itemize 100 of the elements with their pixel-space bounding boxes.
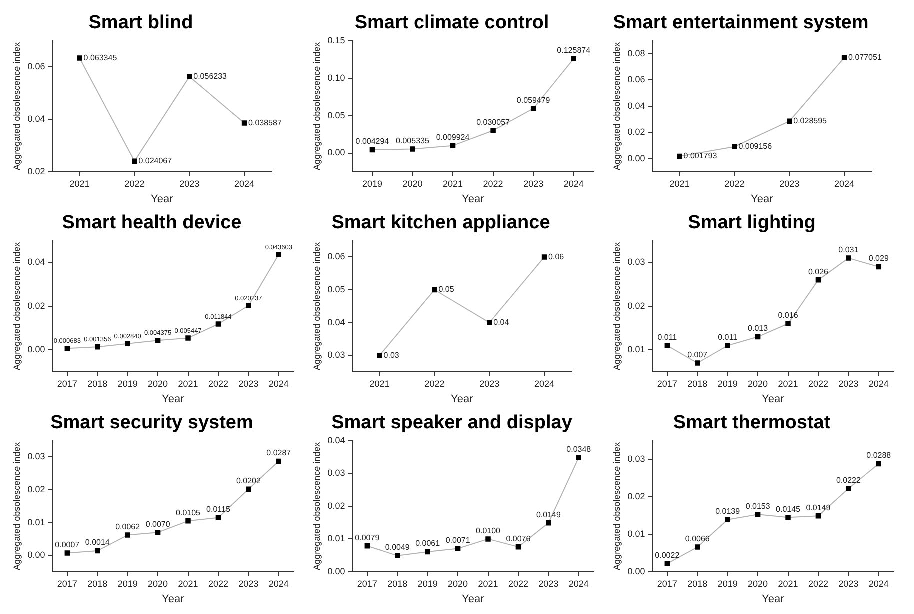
data-label: 0.0145	[776, 504, 802, 514]
x-tick-label: 2023	[838, 578, 859, 589]
data-label: 0.0202	[236, 476, 262, 486]
y-tick-label: 0.02	[28, 166, 46, 176]
point	[725, 343, 730, 348]
x-tick-label: 2023	[238, 378, 259, 389]
point	[664, 343, 670, 348]
point	[516, 544, 522, 550]
data-label: 0.0222	[836, 476, 862, 485]
y-tick-label: 0.06	[628, 74, 646, 85]
point	[125, 341, 130, 347]
x-tick-label: 2020	[148, 578, 168, 589]
y-tick-label: 0.00	[328, 566, 346, 576]
point	[732, 144, 738, 150]
y-axis-title: Aggregated obsolescence index	[12, 242, 22, 370]
y-tick-label: 0.15	[328, 35, 346, 46]
y-tick-label: 0.03	[328, 350, 346, 360]
y-tick-label: 0.04	[328, 317, 346, 328]
x-tick-label: 2022	[208, 578, 228, 589]
y-tick-label: 0.00	[28, 344, 46, 355]
point	[246, 486, 252, 492]
x-tick-label: 2021	[778, 578, 798, 589]
y-axis-title: Aggregated obsolescence index	[12, 42, 22, 170]
point	[571, 56, 576, 62]
data-label: 0.0288	[866, 451, 892, 460]
y-tick-label: 0.03	[28, 452, 46, 462]
data-label: 0.125874	[557, 46, 592, 56]
point	[695, 544, 700, 550]
point	[490, 128, 496, 134]
chart-title: Smart blind	[88, 12, 194, 34]
data-label: 0.0287	[266, 448, 292, 458]
data-label: 0.0070	[146, 520, 171, 529]
point	[876, 264, 882, 270]
y-tick-label: 0.00	[628, 153, 646, 164]
x-tick-label: 2022	[808, 378, 828, 389]
x-axis-title: Year	[162, 393, 185, 406]
x-tick-label: 2024	[568, 578, 589, 589]
x-axis-title: Year	[762, 593, 785, 606]
data-label: 0.031	[838, 245, 860, 254]
y-tick-label: 0.06	[328, 252, 346, 262]
data-label: 0.029	[868, 254, 890, 264]
data-label: 0.0066	[685, 534, 710, 544]
point	[432, 287, 438, 293]
x-axis-title: Year	[462, 193, 485, 206]
data-label: 0.0014	[85, 538, 110, 548]
x-tick-label: 2020	[448, 578, 468, 589]
x-tick-label: 2024	[268, 578, 289, 589]
x-tick-label: 2021	[478, 578, 498, 589]
point	[487, 320, 492, 326]
data-label: 0.0105	[176, 508, 202, 518]
point	[155, 530, 161, 536]
x-tick-label: 2019	[118, 578, 138, 589]
x-tick-label: 2024	[868, 378, 889, 389]
x-tick-label: 2017	[357, 578, 378, 589]
x-tick-label: 2020	[748, 578, 768, 589]
point	[530, 106, 536, 112]
x-tick-label: 2021	[178, 578, 198, 589]
x-axis-title: Year	[751, 193, 774, 206]
data-label: 0.001793	[684, 152, 718, 161]
x-tick-label: 2019	[118, 378, 138, 389]
x-tick-label: 2020	[402, 178, 423, 189]
point	[787, 118, 792, 124]
point	[695, 360, 700, 366]
data-label: 0.04	[494, 318, 510, 328]
data-label: 0.011	[658, 332, 678, 342]
chart-title: Smart lighting	[688, 212, 816, 234]
x-tick-label: 2022	[483, 178, 504, 189]
data-label: 0.009156	[738, 142, 773, 152]
data-label: 0.0348	[566, 445, 592, 454]
y-tick-label: 0.04	[328, 435, 346, 446]
data-label: 0.0153	[746, 502, 771, 511]
point	[846, 486, 852, 492]
x-tick-label: 2018	[688, 378, 708, 389]
x-axis-title: Year	[162, 593, 185, 606]
data-label: 0.0007	[55, 540, 80, 550]
x-tick-label: 2021	[70, 178, 90, 189]
data-label: 0.0100	[476, 526, 502, 536]
x-axis-title: Year	[451, 393, 474, 406]
data-label: 0.077051	[848, 52, 882, 62]
point	[455, 546, 461, 552]
point	[370, 147, 376, 153]
y-tick-label: 0.02	[628, 492, 646, 502]
point	[95, 548, 100, 554]
data-label: 0.038587	[248, 118, 282, 128]
x-tick-label: 2021	[670, 178, 690, 189]
point	[276, 458, 282, 464]
point	[216, 515, 222, 520]
chart-title: Smart thermostat	[673, 412, 832, 434]
point	[576, 455, 582, 460]
x-tick-label: 2019	[718, 578, 738, 589]
chart-title: Smart climate control	[354, 12, 550, 34]
chart-title: Smart speaker and display	[332, 412, 573, 434]
point	[95, 344, 100, 350]
y-tick-label: 0.03	[628, 257, 646, 268]
x-tick-label: 2024	[868, 578, 889, 589]
point	[846, 256, 852, 261]
chart-title: Smart security system	[50, 412, 254, 434]
y-tick-label: 0.02	[328, 500, 346, 511]
point	[816, 514, 822, 519]
y-tick-label: 0.04	[628, 100, 646, 111]
